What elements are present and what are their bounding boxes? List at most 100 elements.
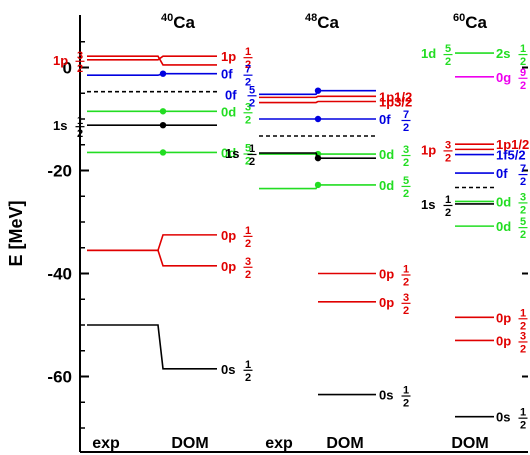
right-level-label: 0d 32 xyxy=(221,101,253,126)
right-level-label-text: 1p1/2 xyxy=(496,137,529,152)
left-level-label-orbital: 1s xyxy=(53,118,67,133)
right-level-label: 1p1/2 xyxy=(496,137,529,152)
y-tick-label: -40 xyxy=(47,265,72,284)
right-level-label-denominator: 2 xyxy=(245,114,251,126)
right-level-label-denominator: 2 xyxy=(403,277,409,289)
right-level-label-denominator: 2 xyxy=(520,176,526,188)
right-level-label-numerator: 3 xyxy=(403,292,409,304)
right-level-label-orbital: 0d xyxy=(379,147,394,162)
right-level-label-text: 1p1/2 xyxy=(379,89,412,104)
right-level-label-orbital: 1p xyxy=(221,49,236,64)
level-line xyxy=(87,234,217,252)
level-marker xyxy=(159,108,167,115)
column-label: DOM xyxy=(171,435,208,452)
y-tick-label: -60 xyxy=(47,368,72,387)
left-level-label-orbital: 1s xyxy=(421,197,435,212)
right-level-label: 0d 32 xyxy=(379,144,411,169)
level-marker xyxy=(314,87,322,94)
right-level-label-orbital: 0f xyxy=(221,67,233,82)
element-symbol: Ca xyxy=(465,13,487,32)
right-level-label-numerator: 7 xyxy=(403,109,409,121)
right-level-label-orbital: 0d xyxy=(221,104,236,119)
left-level-label-denominator: 2 xyxy=(249,97,255,109)
column-label: DOM xyxy=(326,435,363,452)
right-level-label-orbital: 0d xyxy=(496,194,511,209)
level-line xyxy=(259,95,376,99)
column-label: exp xyxy=(265,435,293,452)
level-line xyxy=(87,55,217,66)
right-level-label-numerator: 5 xyxy=(520,216,526,228)
right-level-label: 0d 52 xyxy=(379,175,411,200)
right-level-label-denominator: 2 xyxy=(520,229,526,241)
right-level-label: 0p 12 xyxy=(379,264,411,289)
right-level-label: 0p 12 xyxy=(496,307,528,332)
left-level-label-denominator: 2 xyxy=(77,63,83,75)
left-level-label-orbital: 1p xyxy=(53,53,68,68)
right-level-label-orbital: 0p xyxy=(221,259,236,274)
right-level-label-orbital: 0p xyxy=(221,228,236,243)
right-level-label: 0p 12 xyxy=(221,225,253,250)
left-level-label-numerator: 5 xyxy=(249,84,255,96)
mass-number: 40 xyxy=(161,12,173,24)
element-symbol: Ca xyxy=(317,13,339,32)
column-label: DOM xyxy=(451,435,488,452)
right-level-label-numerator: 9 xyxy=(520,67,526,79)
left-level-label: 1s 12 xyxy=(421,194,453,219)
right-level-label-text: 1f5/2 xyxy=(496,148,526,163)
right-level-label-numerator: 1 xyxy=(245,225,251,237)
left-level-label-numerator: 3 xyxy=(445,139,451,151)
right-level-label: 0d 32 xyxy=(496,191,528,216)
element-symbol: Ca xyxy=(173,13,195,32)
right-level-label-denominator: 2 xyxy=(403,305,409,317)
right-level-label-denominator: 2 xyxy=(520,80,526,92)
right-level-label-denominator: 2 xyxy=(245,155,251,167)
left-level-label: 1s 12 xyxy=(53,115,85,140)
right-level-label: 1p1/2 xyxy=(379,89,412,104)
right-level-label-orbital: 0p xyxy=(496,310,511,325)
right-level-label-denominator: 2 xyxy=(245,77,251,89)
right-level-label-numerator: 1 xyxy=(520,407,526,419)
plot-frame xyxy=(79,15,528,453)
right-level-label-numerator: 1 xyxy=(245,46,251,58)
right-level-label-orbital: 0s xyxy=(379,388,393,403)
left-level-label-numerator: 3 xyxy=(77,50,83,62)
right-level-label-orbital: 0d xyxy=(496,219,511,234)
right-level-label-orbital: 2s xyxy=(496,46,510,61)
right-level-label-denominator: 2 xyxy=(245,59,251,71)
right-level-label-denominator: 2 xyxy=(520,204,526,216)
left-level-label-numerator: 5 xyxy=(445,43,451,55)
right-level-label-orbital: 0p xyxy=(379,295,394,310)
right-level-label: 0g 92 xyxy=(496,67,528,92)
right-level-label-numerator: 1 xyxy=(403,264,409,276)
y-axis: 0 -20 -40 -60 E [MeV] xyxy=(6,41,528,429)
left-level-label-denominator: 2 xyxy=(77,128,83,140)
right-level-label: 1f5/2 xyxy=(496,148,526,163)
right-level-label: 0s 12 xyxy=(496,407,528,432)
level-marker xyxy=(314,181,322,189)
right-level-label-orbital: 0p xyxy=(496,333,511,348)
y-tick-label: 0 xyxy=(63,59,72,78)
right-level-label-numerator: 5 xyxy=(245,142,251,154)
right-level-label-orbital: 0p xyxy=(379,267,394,282)
right-level-label-numerator: 1 xyxy=(403,385,409,397)
right-level-label-denominator: 2 xyxy=(245,238,251,250)
level-marker xyxy=(159,149,167,156)
mass-number: 60 xyxy=(453,12,465,24)
left-level-label-orbital: 1s xyxy=(225,146,239,161)
right-level-label: 0p 32 xyxy=(379,292,411,317)
levels-layer xyxy=(87,52,494,418)
left-level-label-numerator: 1 xyxy=(445,194,451,206)
right-level-label-denominator: 2 xyxy=(520,420,526,432)
right-level-label: 0p 32 xyxy=(496,330,528,355)
left-level-label-denominator: 2 xyxy=(445,207,451,219)
left-level-label-denominator: 2 xyxy=(249,156,255,168)
right-level-label-numerator: 3 xyxy=(403,144,409,156)
left-level-label-orbital: 0f xyxy=(225,87,237,102)
mass-number: 48 xyxy=(305,12,317,24)
nucleus-title: 60Ca xyxy=(453,12,488,32)
column-label: exp xyxy=(92,435,120,452)
right-level-label-numerator: 3 xyxy=(520,191,526,203)
left-level-label-denominator: 2 xyxy=(445,152,451,164)
